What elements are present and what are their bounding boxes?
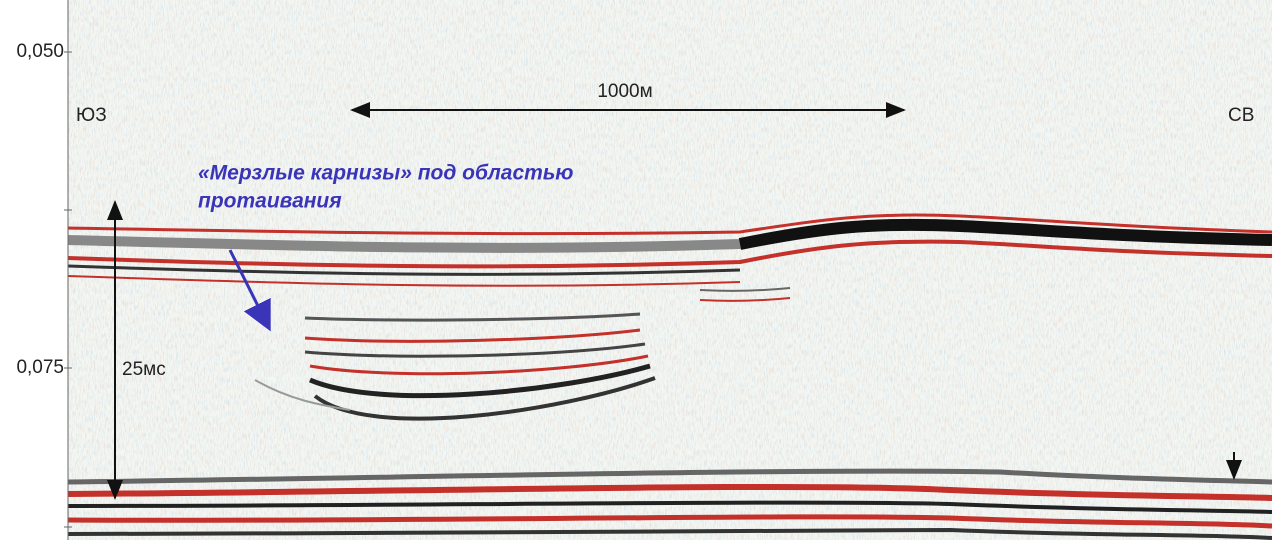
scale-label: 1000м (597, 81, 652, 102)
note-text: протаивания (198, 190, 342, 213)
note-text: «Мерзлые карнизы» под областью (198, 162, 573, 185)
direction-label: СВ (1228, 105, 1254, 126)
page: {"axis": {"labels": ["0,050", "0,075"]},… (0, 0, 1272, 540)
axis-label: 0,075 (16, 357, 64, 378)
axis-label: 0,050 (16, 41, 64, 62)
depth-label: 25мс (122, 359, 166, 380)
direction-label: ЮЗ (76, 105, 107, 126)
seismic-profile: 0,050 0,075 ЮЗ СВ 1000м 25мс «Мерзлые ка… (0, 0, 1272, 540)
